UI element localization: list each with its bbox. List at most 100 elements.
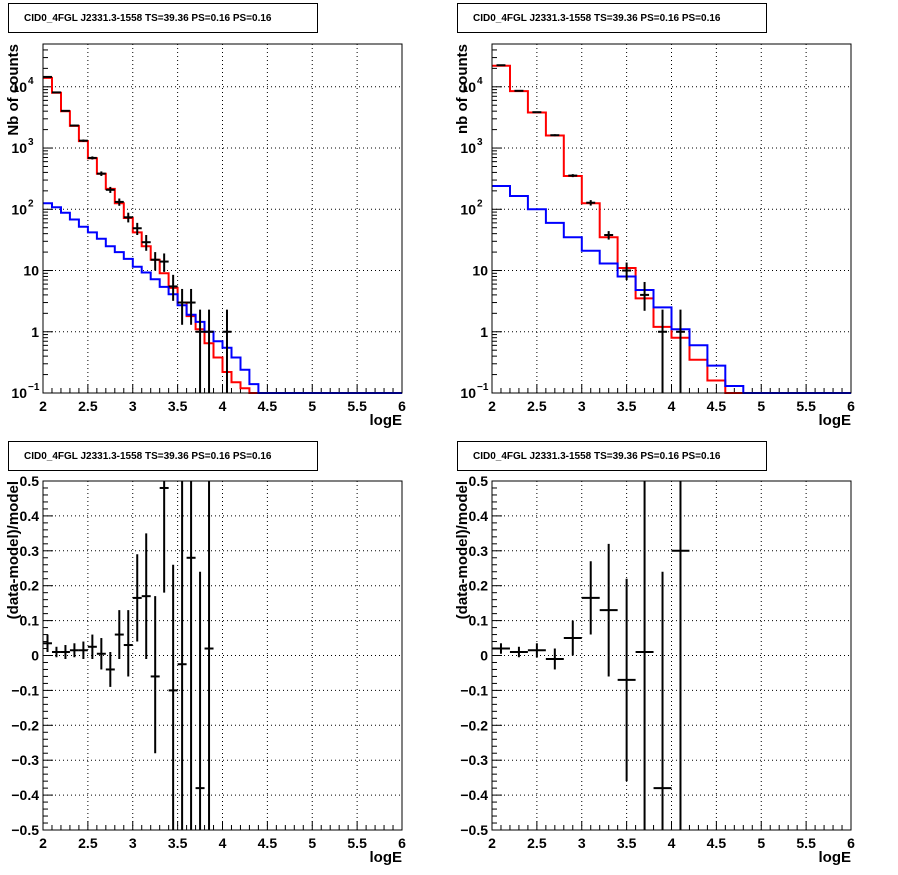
panel-title-3: CID0_4FGL J2331.3-1558 TS=39.36 PS=0.16 … [457,441,767,471]
data-point [671,481,690,830]
x-tick-label: 5 [757,398,765,414]
x-tick-label: 6 [398,398,406,414]
x-axis-label: logE [819,412,852,429]
data-point [204,309,214,393]
panel-title-2: CID0_4FGL J2331.3-1558 TS=39.36 PS=0.16 … [8,441,318,471]
data-point [640,281,650,311]
y-tick-label: 0 [31,648,39,664]
x-tick-label: 4.5 [707,398,727,414]
data-point [586,200,596,206]
data-point [51,91,61,94]
y-tick-label: 10 [11,201,27,217]
y-tick-label: −0.3 [11,752,39,768]
x-tick-label: 5 [308,835,316,851]
data-point [186,481,196,830]
data-point [114,198,124,206]
y-axis-label: Nb of counts [5,44,22,136]
data-point [604,231,614,240]
x-tick-label: 2.5 [527,398,547,414]
panel-title-0: CID0_4FGL J2331.3-1558 TS=39.36 PS=0.16 … [8,3,318,33]
data-point [51,646,61,658]
data-point [653,571,672,830]
data-point [581,561,600,635]
y-tick-label: 10 [11,79,27,95]
data-point [123,610,133,677]
x-tick-label: 4 [219,398,227,414]
x-tick-label: 4 [668,835,676,851]
data-point [222,309,232,393]
y-tick-exponent: −1 [28,382,40,393]
data-point [532,111,542,114]
chart-panel-2: 2 2.5 3 3.5 4 4.5 5 5.5 6 −0.5 −0.4 −0.3 −0.2 −0.1 0 0.… [5,473,406,866]
data-point [492,643,510,654]
data-point [78,641,88,659]
y-tick-label: −0.1 [11,682,39,698]
data-point [159,253,169,272]
data-point [186,288,196,325]
data-point [43,634,52,653]
y-tick-label: −0.5 [460,822,488,838]
y-tick-label: 1 [480,324,488,340]
y-tick-exponent: 3 [477,137,483,148]
y-tick-label: 0 [480,648,488,664]
x-tick-label: 6 [847,835,855,851]
y-tick-label: 10 [460,140,476,156]
x-tick-label: 2 [39,835,47,851]
y-tick-label: −0.3 [460,752,488,768]
plot-frame [42,43,403,394]
y-tick-label: 0.3 [20,543,40,559]
y-tick-label: 0.1 [469,613,489,629]
data-point [150,596,160,754]
x-tick-label: 2.5 [527,835,547,851]
y-tick-label: −0.2 [460,717,488,733]
x-tick-label: 2 [39,398,47,414]
x-tick-label: 4 [668,398,676,414]
x-tick-label: 3.5 [168,835,188,851]
data-point [617,578,636,782]
x-tick-label: 2 [488,835,496,851]
data-point [87,156,97,160]
plot-frame [491,480,852,831]
data-point [150,252,160,271]
x-tick-label: 3 [129,835,137,851]
data-point [123,212,133,223]
y-tick-exponent: 3 [28,137,34,148]
data-point [105,652,115,687]
data-point [599,543,618,677]
y-tick-label: 0.1 [20,613,40,629]
y-tick-label: 1 [31,324,39,340]
data-point [514,89,524,92]
data-point [43,75,52,78]
data-point [658,309,668,393]
y-tick-label: 10 [472,263,488,279]
chart-panel-3: 2 2.5 3 3.5 4 4.5 5 5.5 6 −0.5 −0.4 −0.3 −0.2 −0.1 0 0.… [454,473,855,866]
data-point [132,222,142,236]
x-tick-label: 3.5 [168,398,188,414]
plot-frame [42,480,403,831]
x-tick-label: 4.5 [707,835,727,851]
plot-frame [491,43,852,394]
data-point [527,643,546,658]
data-point [622,262,632,281]
y-tick-label: 0.2 [20,578,40,594]
x-tick-label: 2.5 [78,835,98,851]
x-tick-label: 4 [219,835,227,851]
x-tick-label: 6 [847,398,855,414]
y-tick-label: 0.4 [469,508,489,524]
y-tick-exponent: −1 [477,382,489,393]
y-tick-label: −0.4 [460,787,488,803]
y-axis-label: (data-model)/model [454,481,471,619]
x-tick-label: 3 [129,398,137,414]
y-tick-label: 0.4 [20,508,40,524]
data-point [195,571,205,830]
y-tick-label: 0.5 [20,473,40,489]
x-axis-label: logE [819,849,852,866]
x-axis-label: logE [370,412,403,429]
data-point [168,274,178,301]
x-tick-label: 4.5 [258,835,278,851]
data-point [159,481,169,593]
data-point [177,481,187,830]
